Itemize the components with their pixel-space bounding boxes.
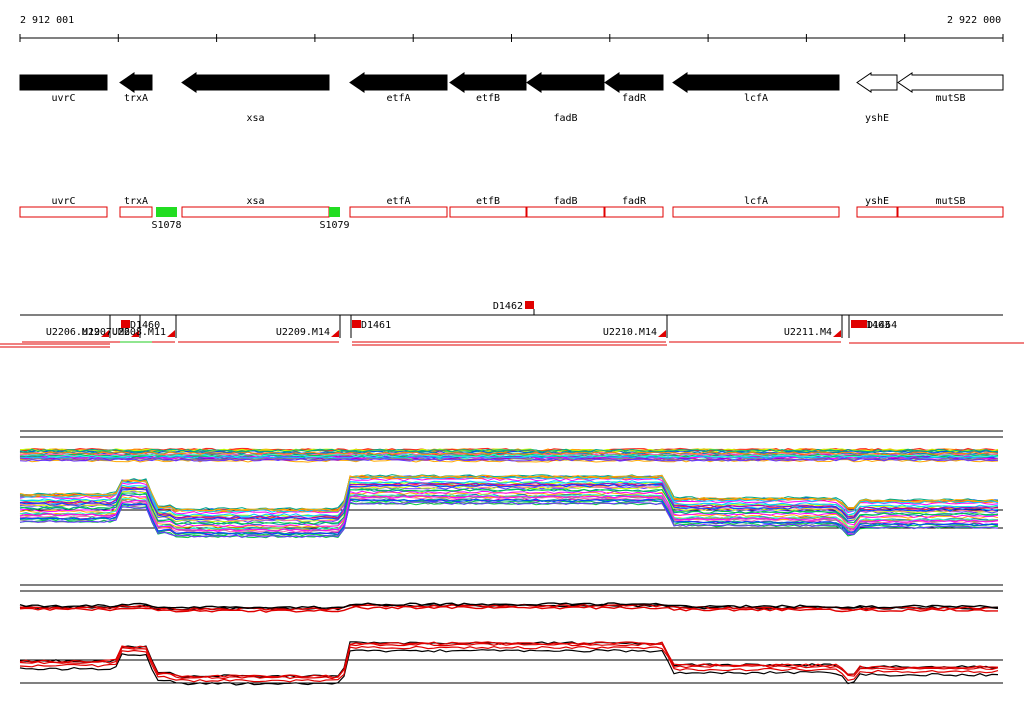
gene-box-mutSB [897,206,1004,218]
gene-box-label-yshE: yshE [865,196,889,207]
profile-line [19,451,999,456]
gene-arrow-yshE [856,72,898,93]
gene-box-fadR [604,206,664,218]
profile-line [19,495,999,532]
profile-line [19,484,999,521]
segment-end-marker [833,330,841,337]
gene-arrow-fadR [604,72,664,93]
profile-line [19,605,998,613]
d-marker-box [851,320,860,328]
profile-line [19,641,999,678]
profile-line [19,602,999,610]
d-marker-box [121,320,130,328]
ruler-start-label: 2 912 001 [20,15,74,26]
profile-line [19,480,999,517]
profile-line [19,477,999,515]
segment-end-marker [658,330,666,337]
gene-box-label-lcfA: lcfA [744,196,768,207]
gene-box-lcfA [672,206,840,218]
gene-arrow-trxA [119,72,153,93]
gene-arrow-label-fadR: fadR [622,93,647,104]
segment-end-marker [167,330,175,337]
profile-line [19,642,999,680]
gene-arrow-uvrC [19,74,108,91]
gene-box-xsa [181,206,330,218]
profile-line [19,648,999,686]
d-marker-label: D1462 [493,301,523,312]
profile-line [19,499,999,537]
d-marker-label: D1464 [867,320,897,331]
gene-box-label-trxA: trxA [124,196,148,207]
gene-box-label-uvrC: uvrC [51,196,75,207]
site-box-S1079 [329,207,340,217]
gene-arrow-label-yshE: yshE [865,113,889,124]
gene-arrow-label-trxA: trxA [124,93,148,104]
d-marker-box [352,320,361,328]
gene-arrow-xsa [181,72,330,93]
profile-line [19,498,999,536]
segment-end-marker [331,330,339,337]
gene-arrow-label-xsa: xsa [246,113,264,124]
gene-arrow-label-etfA: etfA [386,93,410,104]
gene-box-label-etfA: etfA [386,196,410,207]
profile-line [19,488,999,525]
gene-arrow-fadB [526,72,605,93]
d-marker-box [525,301,534,309]
gene-arrow-etfA [349,72,448,93]
gene-box-trxA [119,206,153,218]
gene-box-label-etfB: etfB [476,196,500,207]
ruler-ticks [19,34,1004,42]
gene-box-fadB [526,206,605,218]
site-label-S1078: S1078 [151,220,181,231]
gene-arrow-label-mutSB: mutSB [935,93,965,104]
segment-label: U2206.M19 [46,327,100,338]
profile-line [19,458,999,462]
gene-arrow-label-lcfA: lcfA [744,93,768,104]
profile-line [19,453,999,458]
gene-box-track: uvrC trxA xsa etfA etfB fadB fadR lcfA yshE mutSB [19,196,1004,218]
profile-line [19,490,999,528]
coordinate-ruler: 2 912 001 2 922 000 [19,15,1004,42]
profile-line [19,448,999,453]
gene-box-uvrC [19,206,108,218]
d-marker-label: D1460 [130,320,160,331]
segment-label: U2208.M11 [112,327,166,338]
site-label-S1079: S1079 [319,220,349,231]
gene-arrow-etfB [449,72,527,93]
gene-arrow-lcfA [672,72,840,93]
site-track: S1078 S1079 [151,207,350,231]
gene-box-label-fadB: fadB [553,196,577,207]
gene-box-label-xsa: xsa [246,196,264,207]
profile-line [19,501,999,538]
gene-box-label-fadR: fadR [622,196,647,207]
ruler-end-label: 2 922 000 [947,15,1001,26]
segment-end-marker [101,330,109,337]
gene-arrow-label-uvrC: uvrC [51,93,75,104]
gene-arrow-label-etfB: etfB [476,93,500,104]
gene-box-etfB [449,206,527,218]
segment-label: U2207.M6 [82,327,130,338]
segment-end-marker [131,330,139,337]
d-marker-box [858,320,867,328]
segment-label: U2210.M14 [603,327,657,338]
gene-box-etfA [349,206,448,218]
gene-box-label-mutSB: mutSB [935,196,965,207]
d-marker-label: D1463 [860,320,890,331]
gene-arrow-label-fadB: fadB [553,113,577,124]
segment-label: U2211.M4 [784,327,832,338]
profile-line [19,474,999,512]
expression-profile-tracks [19,430,1003,686]
site-box-S1078 [156,207,177,217]
gene-box-yshE [856,206,898,218]
gene-arrow-track: uvrC trxA xsa etfA etfB fadB fadR lcfA yshE mutSB [19,72,1004,124]
profile-line [19,645,999,683]
d-marker-label: D1461 [361,320,391,331]
segment-label: U2209.M14 [276,327,330,338]
gene-arrow-mutSB [897,72,1004,93]
profile-line [19,501,999,539]
